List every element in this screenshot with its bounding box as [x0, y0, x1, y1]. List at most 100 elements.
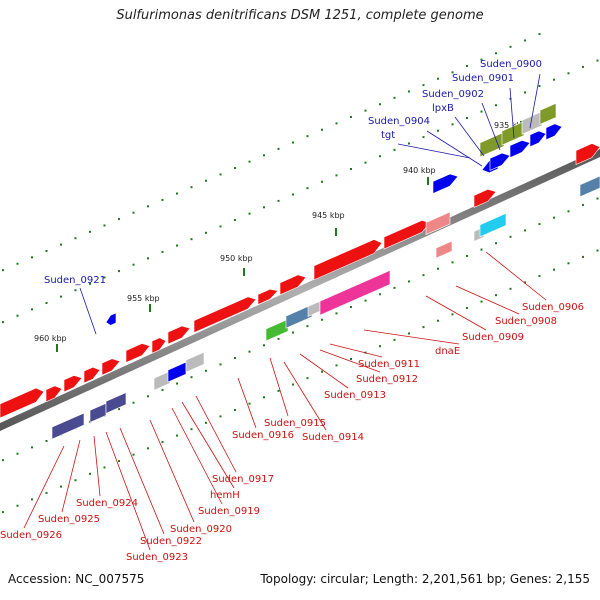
- gene-suden-0921: [105, 312, 117, 326]
- label-leader-line: [269, 357, 289, 417]
- gene-gray-3: [307, 300, 321, 317]
- guide-dot: [161, 250, 164, 253]
- guide-dot: [321, 318, 323, 321]
- guide-dot: [437, 77, 439, 80]
- label-leader-line: [283, 361, 327, 431]
- guide-dot: [16, 504, 19, 507]
- gene-label-top: Suden_0900: [480, 59, 542, 70]
- label-leader-line: [149, 419, 195, 523]
- guide-dot: [118, 218, 120, 221]
- guide-dot: [132, 453, 135, 456]
- gene-tgt: [432, 173, 459, 194]
- genome-summary-text: Topology: circular; Length: 2,201,561 bp…: [260, 572, 590, 586]
- gene-suden-0901: [529, 130, 547, 148]
- guide-dot: [393, 338, 396, 341]
- gene-blue-1: [167, 361, 187, 383]
- guide-dot: [437, 319, 439, 322]
- guide-dot: [263, 344, 265, 347]
- scale-ticks: 935 kbp 940 kbp 945 kbp 950 kbp 955 kbp 960 k…: [34, 121, 527, 352]
- label-leader-line: [455, 285, 520, 315]
- guide-dot: [408, 280, 410, 283]
- gene-label-bottom: Suden_0923: [126, 552, 188, 563]
- gene-suden-0914: [279, 274, 307, 296]
- gene-label-bottom: Suden_0913: [324, 390, 386, 401]
- guide-dot: [364, 109, 367, 112]
- guide-dot: [234, 167, 236, 170]
- guide-dot: [132, 263, 135, 266]
- guide-dot: [190, 238, 193, 241]
- guide-dot: [263, 396, 265, 399]
- guide-dot: [263, 154, 265, 157]
- guide-dot: [437, 267, 439, 270]
- gene-lpxb: [489, 152, 511, 171]
- guide-dot: [147, 395, 149, 398]
- guide-dot: [538, 85, 541, 88]
- guide-dot: [335, 364, 338, 367]
- guide-dot: [321, 180, 323, 183]
- gene-suden-0919: [151, 337, 167, 354]
- guide-dot: [31, 308, 33, 311]
- guide-dot: [408, 90, 410, 93]
- guide-dot: [437, 129, 439, 132]
- guide-dot: [495, 242, 497, 245]
- guide-dot: [480, 300, 483, 303]
- guide-dot: [596, 249, 599, 252]
- dotted-guide-lines: [2, 33, 599, 514]
- guide-dot: [45, 249, 48, 252]
- guide-dot: [219, 415, 222, 418]
- gene-suden-0924: [63, 375, 83, 393]
- gene-label-bottom: hemH: [210, 490, 240, 501]
- guide-dot: [248, 160, 251, 163]
- guide-dot: [248, 350, 251, 353]
- guide-dot: [248, 212, 251, 215]
- gene-gray-top: [521, 111, 543, 135]
- guide-dot: [176, 434, 178, 437]
- gene-suden-0902: [509, 140, 531, 159]
- guide-dot: [161, 440, 164, 443]
- guide-dot: [292, 331, 294, 334]
- gene-pink-2: [435, 240, 453, 259]
- guide-dot: [379, 103, 381, 106]
- accession-text: Accession: NC_007575: [8, 572, 145, 586]
- guide-dot: [321, 128, 323, 131]
- guide-dot: [89, 230, 91, 233]
- gene-label-bottom: Suden_0925: [38, 514, 100, 525]
- guide-dot: [466, 254, 468, 257]
- gene-label-top: Suden_0902: [422, 89, 484, 100]
- guide-dot: [480, 248, 483, 251]
- scale-tick-label: 960 kbp: [34, 334, 67, 343]
- guide-dot: [132, 211, 135, 214]
- gene-label-bottom: Suden_0924: [76, 498, 138, 509]
- gene-olive-2: [501, 120, 525, 146]
- gene-label-top: Suden_0904: [368, 116, 430, 127]
- guide-dot: [147, 205, 149, 208]
- guide-dot: [596, 59, 599, 62]
- guide-dot: [118, 460, 120, 463]
- guide-dot: [306, 187, 309, 190]
- guide-dot: [45, 301, 48, 304]
- guide-dot: [364, 161, 367, 164]
- guide-dot: [31, 256, 33, 259]
- genome-backbone: [0, 149, 600, 431]
- guide-dot: [45, 439, 48, 442]
- guide-dot: [451, 71, 454, 74]
- gene-suden-0900: [545, 123, 563, 141]
- label-leader-line: [93, 435, 101, 497]
- gene-steel-2: [579, 175, 600, 198]
- label-leader-line: [485, 251, 547, 301]
- label-leader-line: [195, 395, 237, 473]
- guide-dot: [89, 472, 91, 475]
- guide-dot: [219, 225, 222, 228]
- guide-dot: [408, 142, 410, 145]
- guide-dot: [2, 511, 4, 514]
- guide-dot: [393, 286, 396, 289]
- guide-dot: [205, 179, 207, 182]
- guide-dot: [306, 135, 309, 138]
- guide-dot: [422, 84, 425, 87]
- guide-dot: [219, 173, 222, 176]
- guide-dot: [451, 123, 454, 126]
- gene-hemh: [167, 325, 191, 345]
- genome-title: Sulfurimonas denitrificans DSM 1251, com…: [116, 8, 484, 23]
- gene-label-top: lpxB: [432, 103, 454, 114]
